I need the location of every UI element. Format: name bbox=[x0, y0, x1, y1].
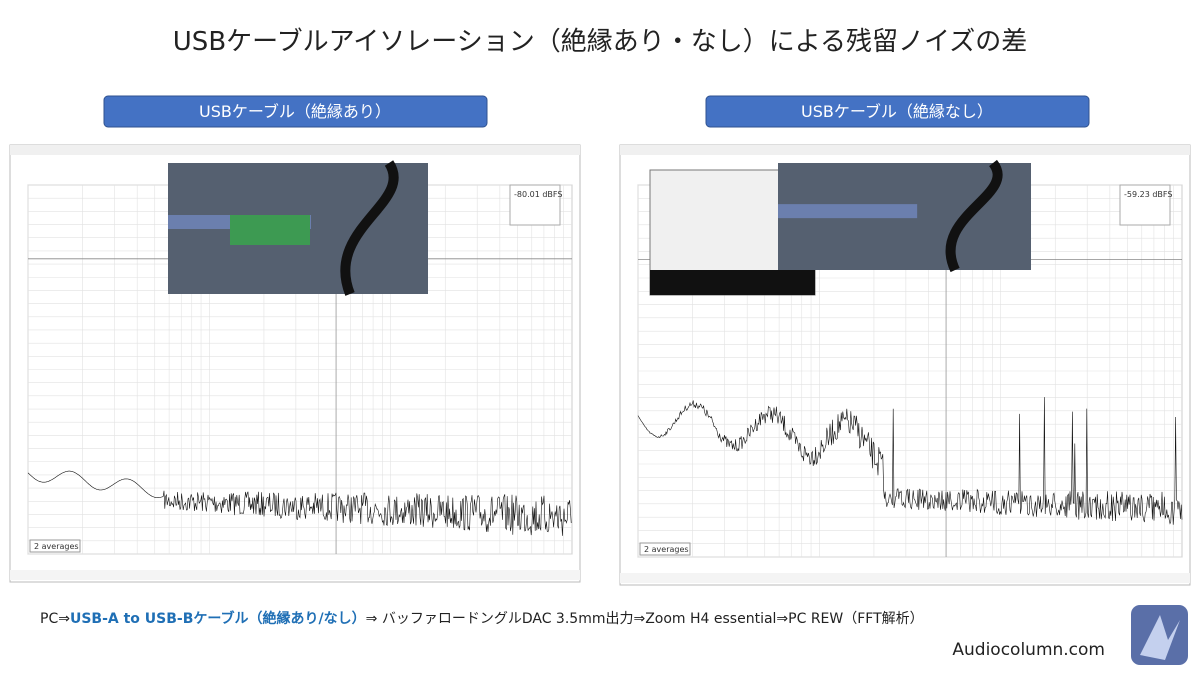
panel-label: USBケーブル（絶縁なし） bbox=[801, 102, 993, 121]
photo-cable bbox=[340, 160, 399, 296]
title: USBケーブルアイソレーション（絶縁あり・なし）による残留ノイズの差 bbox=[173, 27, 1027, 57]
site: Audiocolumn.com bbox=[952, 640, 1105, 660]
caption-part: USB-A to USB-Bケーブル（絶縁あり/なし） bbox=[70, 610, 366, 627]
caption-part: ⇒ バッファロードングルDAC 3.5mm出力⇒Zoom H4 essentia… bbox=[366, 611, 924, 627]
photo-board bbox=[230, 215, 310, 245]
status-bar bbox=[620, 573, 1190, 583]
averages: 2 averages bbox=[644, 545, 689, 554]
readout-box bbox=[1119, 184, 1171, 226]
photo-cable bbox=[945, 159, 1003, 273]
title-bar bbox=[620, 145, 1190, 155]
title-bar bbox=[10, 145, 580, 155]
app-scope bbox=[650, 270, 815, 295]
label-box bbox=[705, 95, 1090, 128]
caption-part: PC⇒ bbox=[40, 611, 70, 627]
averages: 2 averages bbox=[34, 542, 79, 551]
readout: -80.01 dBFS bbox=[514, 190, 562, 199]
averages-box bbox=[639, 542, 691, 556]
spectrum bbox=[637, 397, 1183, 525]
label-box bbox=[103, 95, 488, 128]
readout: -59.23 dBFS bbox=[1124, 190, 1172, 199]
screenshot: 2 averages -80.01 dBFS bbox=[9, 144, 581, 583]
status-bar bbox=[10, 570, 580, 580]
caption: PC⇒USB-A to USB-Bケーブル（絶縁あり/なし）⇒ バッファロードン… bbox=[40, 610, 924, 627]
readout-box bbox=[509, 184, 561, 226]
panel-label: USBケーブル（絶縁あり） bbox=[199, 102, 391, 121]
logo-art bbox=[1140, 615, 1180, 660]
averages-box bbox=[29, 539, 81, 553]
spectrum bbox=[27, 470, 572, 536]
